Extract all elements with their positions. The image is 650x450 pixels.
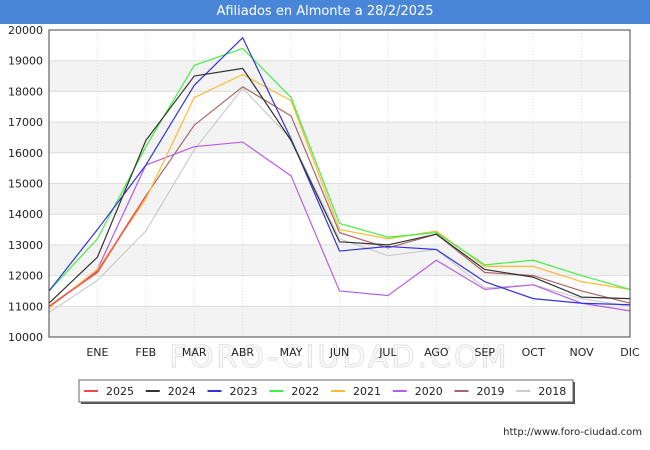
legend-box xyxy=(78,379,574,403)
x-tick-label: SEP xyxy=(474,346,495,359)
y-tick-label: 18000 xyxy=(8,85,43,98)
series-line-2022 xyxy=(48,47,631,292)
x-tick-label: OCT xyxy=(522,346,545,359)
grid-band xyxy=(49,60,630,92)
y-tick-label: 20000 xyxy=(8,24,43,37)
x-tick-label: MAR xyxy=(182,346,207,359)
x-tick-label: MAY xyxy=(280,346,303,359)
y-tick-label: 15000 xyxy=(8,178,43,191)
series-line-2024 xyxy=(48,67,631,304)
legend-label-2023: 2023 xyxy=(230,385,258,398)
source-credit: http://www.foro-ciudad.com xyxy=(503,427,642,438)
y-tick-label: 13000 xyxy=(8,239,43,252)
y-tick-label: 16000 xyxy=(8,147,43,160)
x-tick-label: ENE xyxy=(86,346,108,359)
legend-label-2025: 2025 xyxy=(106,385,134,398)
y-tick-label: 11000 xyxy=(8,300,43,313)
x-tick-label: NOV xyxy=(569,346,594,359)
y-tick-label: 17000 xyxy=(8,116,43,129)
plot-border xyxy=(48,29,631,338)
legend-label-2024: 2024 xyxy=(168,385,196,398)
y-tick-label: 12000 xyxy=(8,270,43,283)
series-line-2025 xyxy=(48,195,147,307)
y-tick-label: 14000 xyxy=(8,208,43,221)
legend-label-2020: 2020 xyxy=(415,385,443,398)
y-tick-label: 19000 xyxy=(8,55,43,68)
legend-label-2018: 2018 xyxy=(538,385,566,398)
legend-label-2022: 2022 xyxy=(291,385,319,398)
y-tick-label: 10000 xyxy=(8,331,43,344)
x-tick-label: AGO xyxy=(424,346,449,359)
title-bar xyxy=(0,0,650,24)
x-tick-label: DIC xyxy=(620,346,640,359)
x-tick-label: ABR xyxy=(231,346,254,359)
chart-title: Afiliados en Almonte a 28/2/2025 xyxy=(216,4,434,19)
x-tick-label: JUL xyxy=(378,346,397,359)
watermark: FORO-CIUDAD.COM xyxy=(170,340,510,375)
legend-label-2021: 2021 xyxy=(353,385,381,398)
series-line-2021 xyxy=(48,73,631,309)
legend-label-2019: 2019 xyxy=(477,385,505,398)
x-tick-label: FEB xyxy=(135,346,156,359)
x-tick-label: JUN xyxy=(329,346,350,359)
series-line-2023 xyxy=(48,37,631,306)
